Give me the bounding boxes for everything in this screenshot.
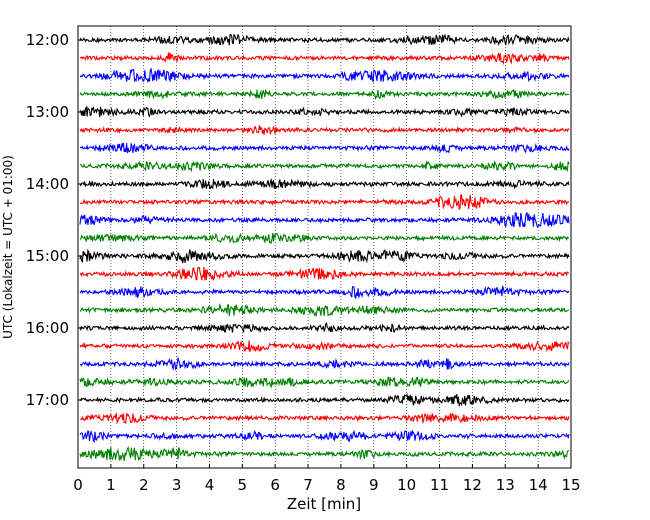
trace-1545 xyxy=(79,303,570,318)
x-tick-label: 11 xyxy=(430,476,449,494)
x-tick-label: 2 xyxy=(139,476,149,494)
trace-1530 xyxy=(79,284,570,300)
x-tick-label: 0 xyxy=(73,476,83,494)
trace-1445 xyxy=(80,232,570,245)
x-tick-label: 15 xyxy=(561,476,580,494)
trace-1600 xyxy=(79,321,570,334)
x-tick-label: 9 xyxy=(369,476,379,494)
x-axis-ticks: 0 1 2 3 4 5 6 7 8 9 10 11 12 13 14 15 xyxy=(73,464,581,494)
y-axis-label: UTC (Lokalzeit = UTC + 01:00) xyxy=(1,155,15,339)
x-tick-label: 8 xyxy=(336,476,346,494)
x-tick-label: 4 xyxy=(205,476,215,494)
trace-1330 xyxy=(79,142,570,154)
y-tick-label: 15:00 xyxy=(26,247,69,265)
x-tick-label: 12 xyxy=(463,476,482,494)
trace-1245 xyxy=(79,88,570,101)
trace-1200 xyxy=(79,33,570,47)
x-tick-label: 7 xyxy=(303,476,313,494)
x-tick-label: 13 xyxy=(496,476,515,494)
trace-1230 xyxy=(79,67,570,84)
x-tick-label: 10 xyxy=(397,476,416,494)
y-tick-label: 16:00 xyxy=(26,319,69,337)
x-axis-label: Zeit [min] xyxy=(287,495,361,513)
trace-1300 xyxy=(79,105,570,118)
trace-1645 xyxy=(79,376,570,389)
y-tick-label: 13:00 xyxy=(26,103,69,121)
trace-1500 xyxy=(79,248,570,264)
trace-1515 xyxy=(79,266,570,282)
y-axis-ticks: 12:00 13:00 14:00 15:00 16:00 17:00 xyxy=(26,31,82,409)
trace-1315 xyxy=(79,125,570,135)
trace-1715 xyxy=(79,412,570,425)
trace-1700 xyxy=(79,392,570,407)
x-tick-label: 5 xyxy=(238,476,248,494)
trace-1430 xyxy=(79,211,570,228)
trace-1415 xyxy=(79,194,570,211)
trace-1345 xyxy=(79,159,570,173)
y-tick-label: 12:00 xyxy=(26,31,69,49)
trace-1730 xyxy=(79,429,570,443)
x-tick-label: 3 xyxy=(172,476,182,494)
y-tick-label: 17:00 xyxy=(26,391,69,409)
y-tick-label: 14:00 xyxy=(26,175,69,193)
trace-1630 xyxy=(79,356,570,371)
trace-1745 xyxy=(79,445,570,462)
x-tick-label: 1 xyxy=(106,476,116,494)
trace-1400 xyxy=(79,177,570,190)
trace-1215 xyxy=(80,52,570,66)
trace-1615 xyxy=(79,339,570,353)
x-tick-label: 6 xyxy=(270,476,280,494)
plot-area-frame xyxy=(77,25,572,469)
seismic-traces xyxy=(79,33,570,462)
x-tick-label: 14 xyxy=(529,476,548,494)
